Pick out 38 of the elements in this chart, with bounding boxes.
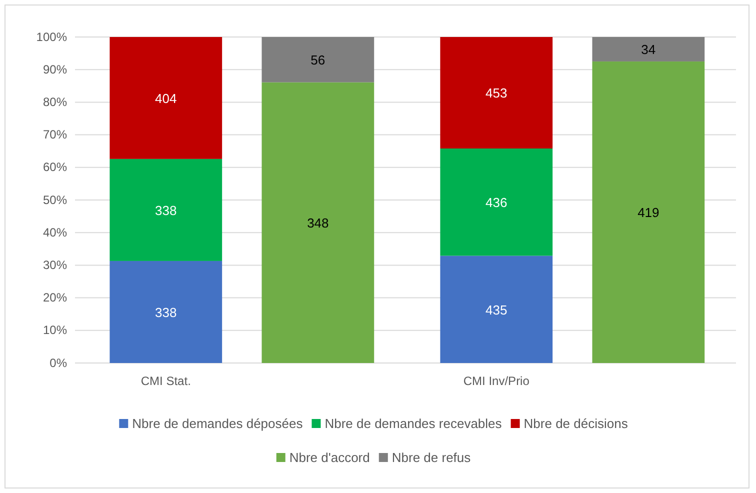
bar	[110, 158, 222, 261]
legend-label: Nbre de décisions	[524, 416, 628, 431]
y-tick-label: 0%	[50, 356, 68, 370]
x-tick-label: CMI Inv/Prio	[463, 374, 530, 388]
bar	[110, 37, 222, 159]
legend-label: Nbre d'accord	[289, 450, 370, 465]
bar	[440, 148, 553, 256]
y-tick-label: 60%	[42, 160, 68, 174]
bar	[592, 37, 705, 62]
annotation: 34	[641, 42, 656, 58]
annotation: 435	[486, 302, 508, 318]
y-tick-label: 50%	[42, 192, 68, 207]
y-tick-label: 100%	[36, 30, 68, 44]
y-tick-label: 40%	[42, 225, 68, 240]
bar	[262, 82, 374, 363]
bar	[440, 256, 553, 363]
bar	[592, 61, 705, 363]
annotation: 404	[155, 90, 177, 106]
bar	[110, 260, 222, 363]
y-tick-label: 10%	[42, 323, 68, 338]
annotation: 338	[155, 202, 177, 218]
annotation: 338	[155, 304, 177, 320]
annotation: 56	[310, 52, 326, 68]
legend-label: Nbre de demandes recevables	[324, 416, 502, 431]
y-tick-label: 70%	[42, 128, 68, 142]
y-tick-label: 30%	[42, 258, 68, 272]
annotation: 436	[486, 195, 508, 210]
legend-label: Nbre de demandes déposées	[132, 416, 304, 431]
x-tick-label: CMI Stat.	[140, 374, 191, 388]
bar	[262, 37, 374, 82]
annotation: 348	[307, 216, 329, 231]
annotation: 453	[486, 86, 508, 101]
y-tick-label: 90%	[42, 62, 68, 76]
y-tick-label: 80%	[42, 95, 68, 110]
y-tick-label: 20%	[42, 290, 68, 305]
legend-label: Nbre de refus	[392, 450, 472, 465]
bar	[440, 37, 553, 148]
annotation: 419	[638, 205, 660, 220]
